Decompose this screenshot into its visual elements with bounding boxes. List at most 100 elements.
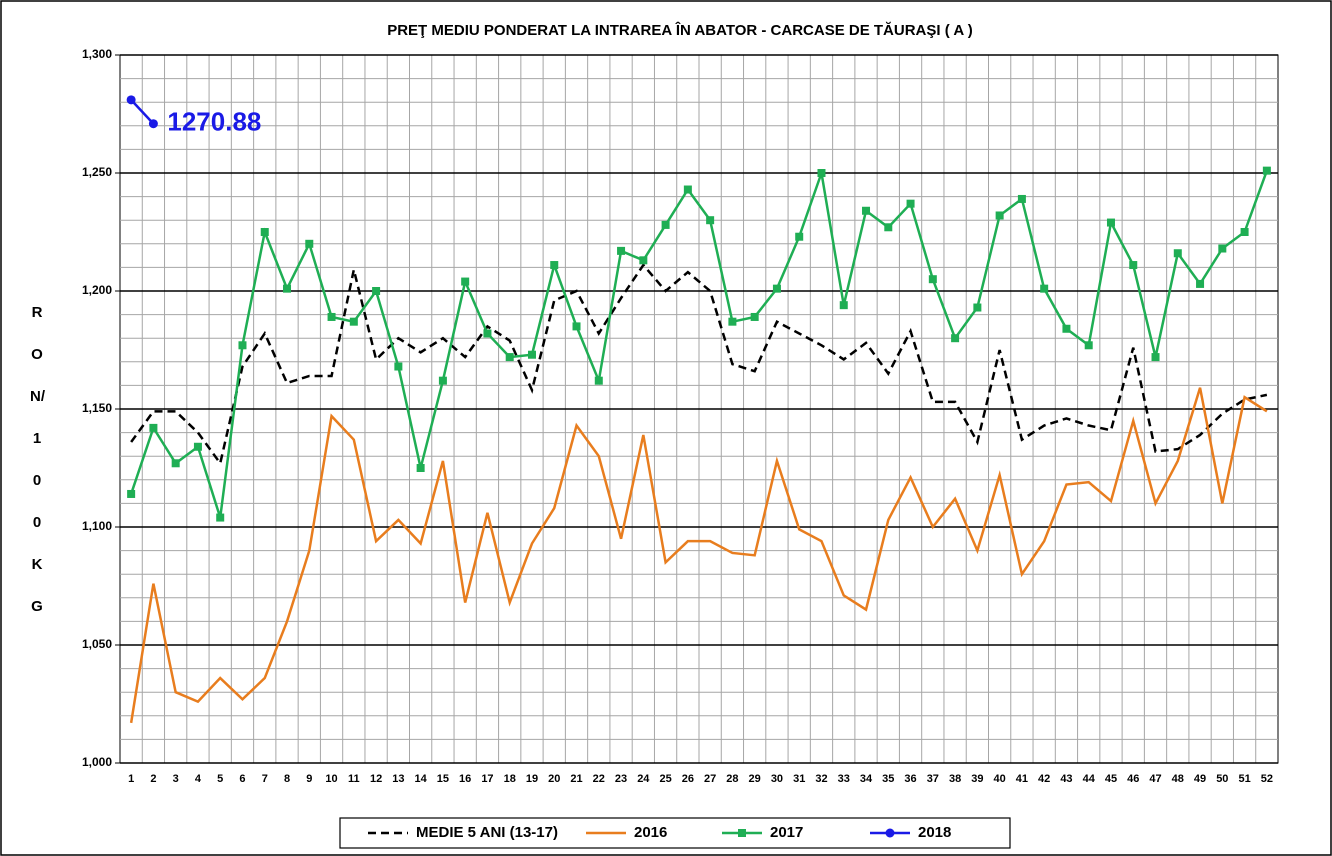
point-marker <box>148 119 158 129</box>
point-marker <box>216 513 225 522</box>
series-line <box>130 98 155 125</box>
x-tick-label: 39 <box>971 773 983 785</box>
point-marker <box>1196 279 1205 288</box>
point-marker <box>928 275 937 284</box>
point-marker <box>305 239 314 248</box>
point-marker <box>171 459 180 468</box>
point-marker <box>706 216 715 225</box>
x-tick-label: 11 <box>348 773 360 785</box>
x-tick-label: 5 <box>217 773 223 785</box>
x-tick-label: 12 <box>370 773 382 785</box>
point-marker <box>1262 166 1271 175</box>
x-tick-label: 7 <box>262 773 268 785</box>
point-marker <box>817 169 826 177</box>
point-marker <box>839 301 848 310</box>
point-marker <box>1218 244 1227 253</box>
x-tick-label: 32 <box>815 773 827 785</box>
point-marker <box>438 376 447 385</box>
x-tick-label: 14 <box>415 773 428 785</box>
y-axis-label: RON/100KG <box>30 304 45 615</box>
x-tick-label: 37 <box>927 773 939 785</box>
point-marker <box>283 284 292 293</box>
x-tick-label: 25 <box>659 773 671 785</box>
point-marker <box>416 464 425 472</box>
point-marker <box>461 277 470 286</box>
x-tick-label: 42 <box>1038 773 1050 785</box>
legend-label: MEDIE 5 ANI (13-17) <box>416 824 558 841</box>
x-tick-label: 47 <box>1149 773 1161 785</box>
y-tick-label: 1,300 <box>82 47 112 61</box>
x-tick-label: 22 <box>593 773 605 785</box>
point-marker <box>973 303 982 312</box>
point-marker <box>683 185 692 194</box>
point-marker <box>1240 228 1249 236</box>
point-marker <box>772 284 781 293</box>
x-tick-label: 20 <box>548 773 560 785</box>
x-tick-label: 52 <box>1261 773 1273 785</box>
x-tick-label: 6 <box>239 773 245 785</box>
x-tick-label: 33 <box>838 773 850 785</box>
point-marker <box>1040 284 1049 293</box>
series-line <box>129 387 1268 724</box>
point-marker <box>906 199 915 208</box>
x-tick-label: 48 <box>1172 773 1184 785</box>
y-tick-label: 1,100 <box>82 519 112 533</box>
point-marker <box>572 322 581 331</box>
point-marker <box>1129 261 1138 270</box>
y-tick-label: 1,200 <box>82 283 112 297</box>
y-tick-label: 1,250 <box>82 165 112 179</box>
point-marker <box>550 261 559 270</box>
point-marker <box>1151 353 1160 362</box>
y-tick-label: 1,050 <box>82 637 112 651</box>
legend-label: 2016 <box>634 824 667 841</box>
x-tick-label: 46 <box>1127 773 1139 785</box>
annotation: 1270.88 <box>167 107 261 137</box>
point-marker <box>193 442 202 451</box>
x-tick-label: 3 <box>173 773 179 785</box>
x-tick-label: 40 <box>994 773 1006 785</box>
point-marker <box>149 423 158 432</box>
x-tick-label: 34 <box>860 773 873 785</box>
x-tick-label: 8 <box>284 773 290 785</box>
x-tick-label: 17 <box>481 773 493 785</box>
point-marker <box>483 329 492 338</box>
x-tick-label: 18 <box>504 773 516 785</box>
point-marker <box>505 353 514 362</box>
point-marker <box>862 206 871 215</box>
legend-label: 2017 <box>770 824 803 841</box>
point-marker <box>617 246 626 255</box>
point-marker <box>1017 194 1026 203</box>
point-marker <box>527 350 536 359</box>
legend-marker <box>885 828 895 838</box>
point-marker <box>260 228 269 236</box>
point-marker <box>884 223 893 232</box>
x-tick-label: 35 <box>882 773 894 785</box>
x-tick-label: 45 <box>1105 773 1117 785</box>
x-tick-label: 26 <box>682 773 694 785</box>
point-marker <box>1173 249 1182 258</box>
x-tick-label: 21 <box>570 773 582 785</box>
point-marker <box>594 376 603 385</box>
series-line <box>129 170 1269 518</box>
x-tick-label: 16 <box>459 773 471 785</box>
point-marker <box>238 341 247 350</box>
x-tick-label: 28 <box>726 773 738 785</box>
legend: MEDIE 5 ANI (13-17) 2016 2017 2018 <box>339 817 1011 849</box>
point-marker <box>639 256 648 265</box>
x-tick-label: 29 <box>749 773 761 785</box>
x-tick-label: 9 <box>306 773 312 785</box>
y-tick-label: 1,000 <box>82 755 112 769</box>
x-tick-label: 1 <box>128 773 134 785</box>
x-tick-label: 30 <box>771 773 783 785</box>
x-tick-label: 51 <box>1238 773 1250 785</box>
point-marker <box>1084 341 1093 350</box>
x-tick-label: 38 <box>949 773 961 785</box>
point-marker <box>372 287 381 295</box>
x-tick-label: 4 <box>195 773 202 785</box>
x-tick-label: 43 <box>1060 773 1072 785</box>
point-marker <box>327 312 336 321</box>
x-tick-label: 36 <box>904 773 916 785</box>
x-tick-label: 31 <box>793 773 805 785</box>
